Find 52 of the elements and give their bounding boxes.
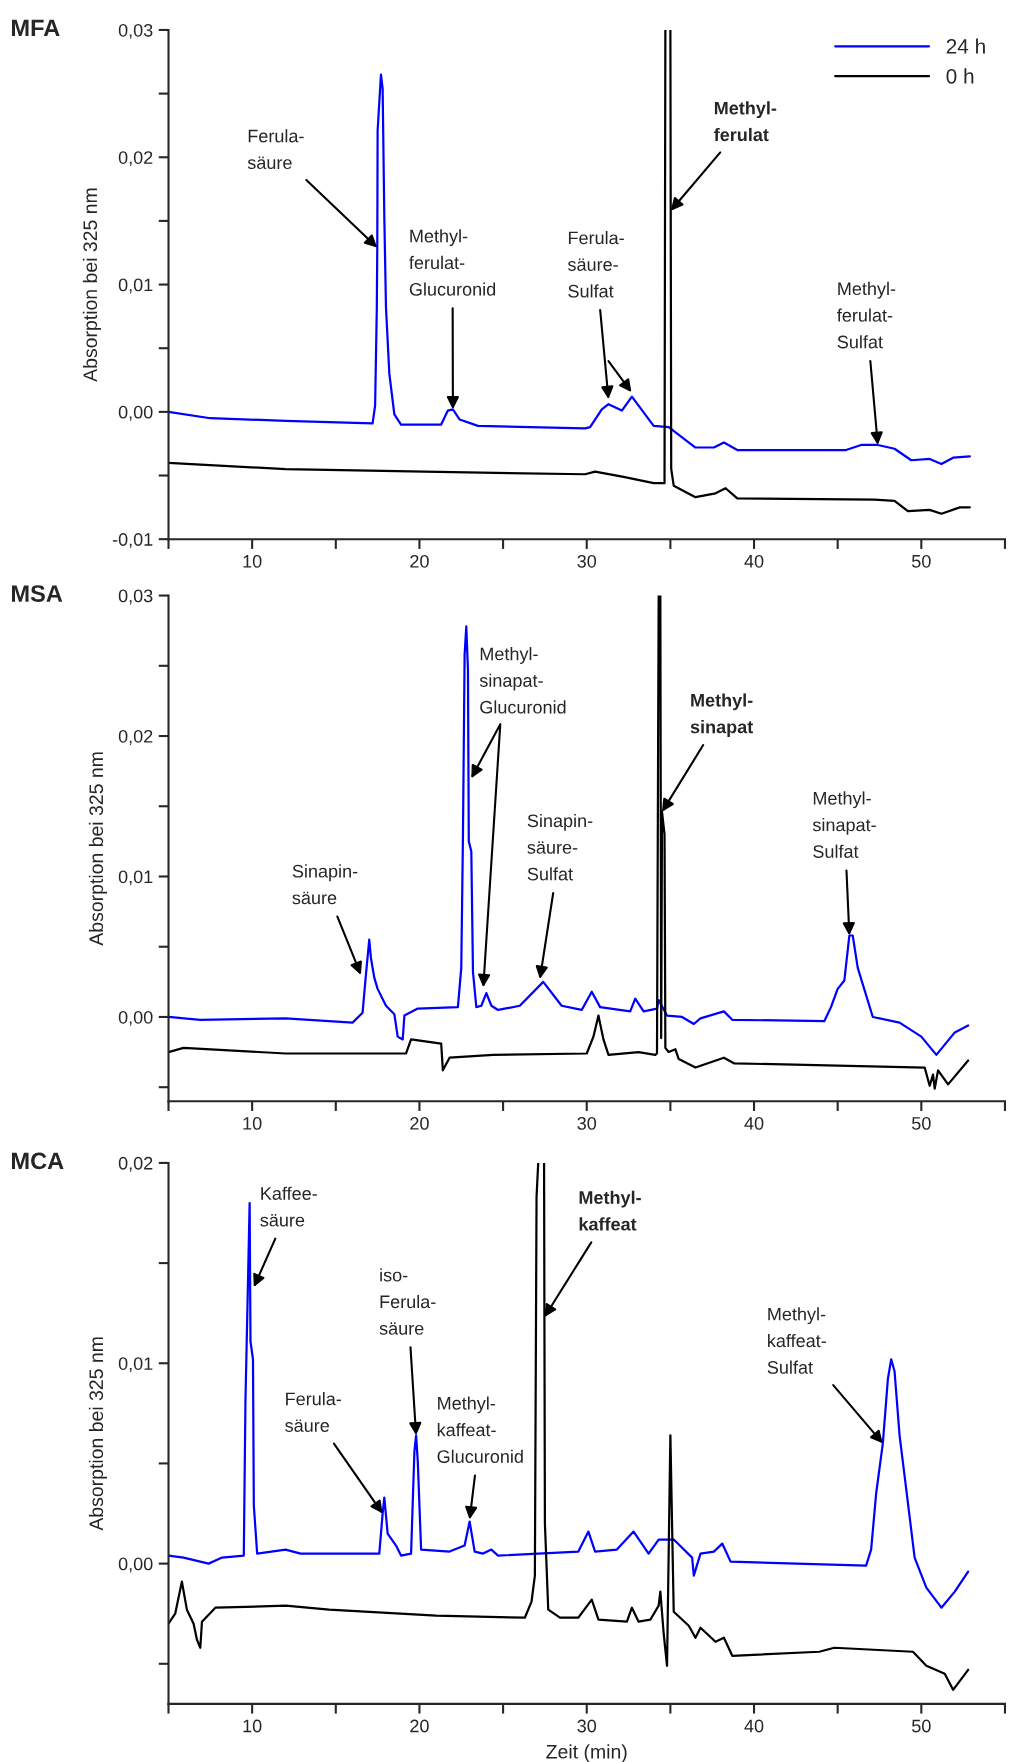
annotation: Methyl- kaffeat- Glucuronid	[437, 1396, 523, 1463]
annotation: Methyl- ferulat- Glucuronid	[409, 229, 496, 296]
y-tick-label: 0,01	[118, 870, 153, 886]
x-tick-label: 10	[243, 1117, 262, 1130]
annotation: Ferula- säure- Sulfat	[567, 231, 624, 298]
y-tick-label: 0,02	[118, 1156, 153, 1172]
chart-title: MSA	[11, 585, 63, 602]
y-tick-label: 0,00	[118, 1010, 153, 1026]
x-tick-label: 20	[410, 1719, 429, 1733]
annotation: Ferula- säure	[247, 129, 304, 170]
x-tick-label: 40	[744, 554, 764, 568]
y-tick-label: -0,01	[112, 533, 153, 549]
y-axis-title: Absorption bei 325 nm	[82, 188, 101, 382]
annotation: Methyl- kaffeat- Sulfat	[767, 1307, 826, 1374]
legend-label: 24 h	[946, 38, 985, 54]
x-tick-label: 40	[744, 1117, 764, 1130]
annotation: Methyl- sinapat- Sulfat	[812, 791, 876, 858]
annotation: Kaffee- säure	[260, 1186, 317, 1227]
x-tick-label: 50	[912, 554, 931, 568]
chart-title: MFA	[11, 19, 60, 37]
chart-title: MCA	[11, 1152, 64, 1170]
annotation: Methyl- kaffeat	[579, 1190, 641, 1231]
y-tick-label: 0,00	[118, 1557, 153, 1573]
x-tick-label: 50	[912, 1719, 931, 1733]
y-tick-label: 0,03	[118, 23, 153, 39]
annotation: Sinapin- säure	[292, 864, 358, 905]
y-tick-label: 0,00	[118, 405, 153, 421]
annotation: Sinapin- säure- Sulfat	[527, 813, 593, 881]
x-tick-label: 30	[577, 1719, 597, 1733]
x-axis-title: Zeit (min)	[546, 1744, 627, 1762]
x-tick-label: 10	[243, 554, 262, 568]
y-tick-label: 0,01	[118, 278, 153, 294]
annotation: Methyl- sinapat- Glucuronid	[479, 647, 566, 714]
annotation: Methyl- ferulat	[714, 101, 777, 142]
x-tick-label: 10	[243, 1719, 262, 1733]
x-tick-label: 20	[410, 1117, 429, 1130]
annotation: iso- Ferula- säure	[379, 1268, 436, 1335]
annotation: Ferula- säure	[285, 1392, 342, 1432]
annotation: Methyl- ferulat- Sulfat	[837, 281, 896, 349]
legend-label: 0 h	[946, 68, 974, 84]
x-tick-label: 50	[912, 1117, 931, 1130]
y-tick-label: 0,02	[118, 729, 153, 745]
y-tick-label: 0,01	[118, 1357, 153, 1373]
annotation: Methyl- sinapat	[690, 693, 754, 737]
x-tick-label: 40	[744, 1719, 764, 1733]
x-tick-label: 30	[577, 554, 597, 568]
y-tick-label: 0,03	[118, 589, 153, 605]
y-axis-title: Absorption bei 325 nm	[88, 1337, 107, 1531]
x-tick-label: 30	[577, 1117, 597, 1130]
x-tick-label: 20	[410, 554, 429, 568]
y-tick-label: 0,02	[118, 151, 153, 167]
y-axis-title: Absorption bei 325 nm	[88, 752, 107, 946]
